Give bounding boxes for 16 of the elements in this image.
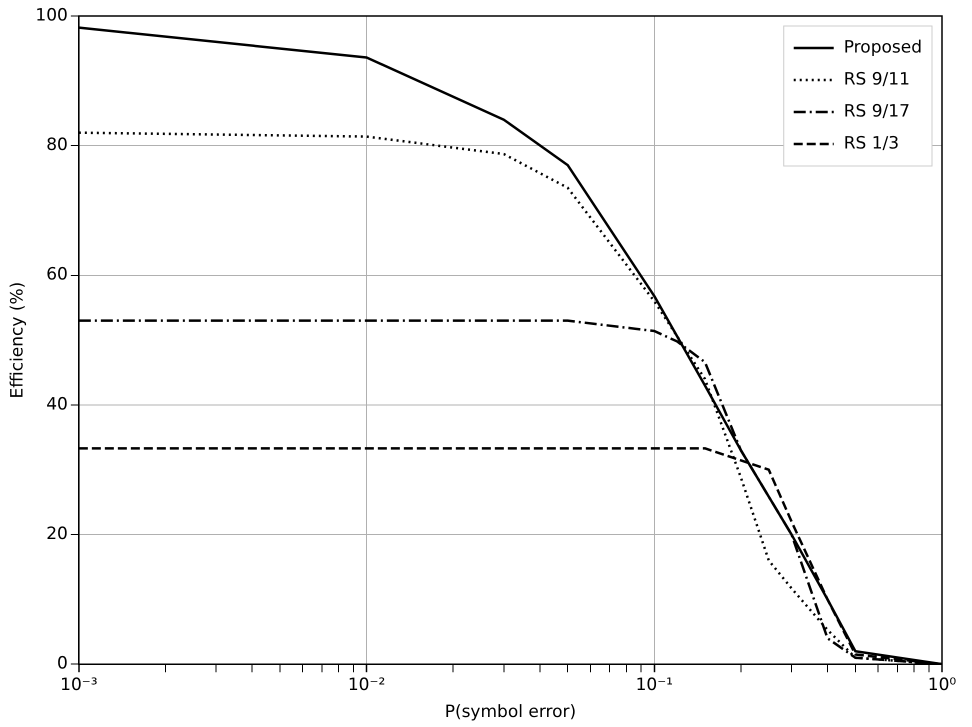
y-tick-label: 20 <box>46 524 68 544</box>
legend-label: RS 9/11 <box>844 69 910 90</box>
y-tick-label: 40 <box>46 394 68 414</box>
x-tick-label: 10⁰ <box>928 674 956 695</box>
legend-label: RS 9/17 <box>844 101 910 122</box>
x-tick-label: 10⁻¹ <box>636 674 673 695</box>
y-axis-title: Efficiency (%) <box>8 282 28 398</box>
legend-label: RS 1/3 <box>844 133 900 154</box>
x-tick-label: 10⁻² <box>348 674 386 695</box>
x-tick-label: 10⁻³ <box>60 674 98 695</box>
y-tick-label: 80 <box>46 135 68 156</box>
legend-label: Proposed <box>844 37 922 58</box>
y-tick-label: 100 <box>35 5 68 26</box>
x-axis-title: P(symbol error) <box>444 702 576 722</box>
y-tick-label: 0 <box>57 654 68 674</box>
y-tick-label: 60 <box>46 264 68 285</box>
